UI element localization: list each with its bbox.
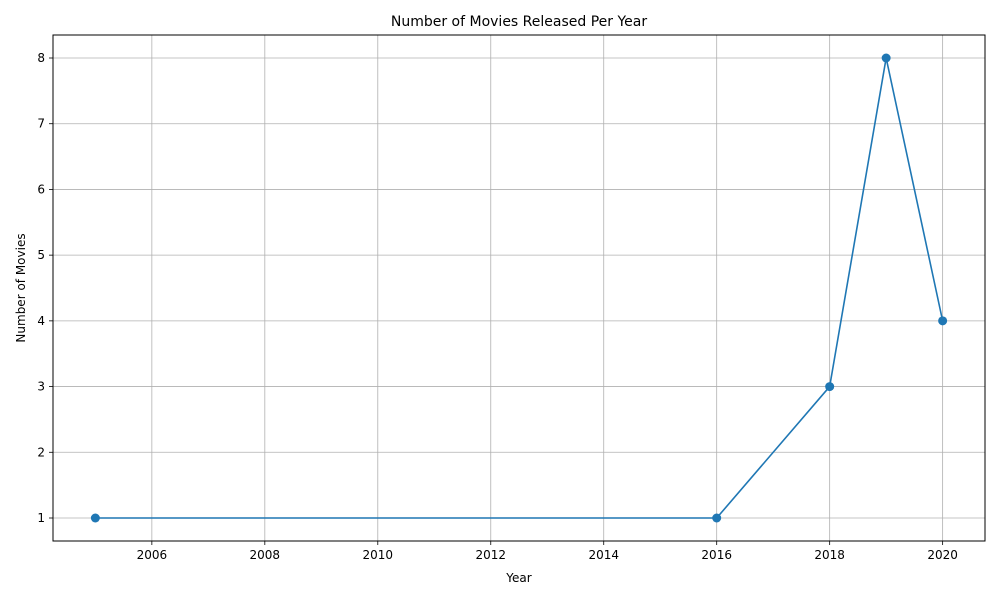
data-point	[825, 382, 835, 392]
data-point	[90, 513, 100, 523]
series-line	[95, 57, 944, 519]
data-point	[881, 53, 891, 63]
x-tick-label: 2006	[137, 548, 168, 562]
plot-frame	[52, 34, 986, 542]
data-point	[712, 513, 722, 523]
y-axis-ticks: 1 2 3 4 5 6 7 8	[37, 51, 53, 525]
x-tick-label: 2020	[927, 548, 958, 562]
x-tick-label: 2014	[588, 548, 619, 562]
x-tick-label: 2018	[814, 548, 845, 562]
y-tick-label: 5	[37, 248, 45, 262]
y-tick-label: 2	[37, 445, 45, 459]
x-tick-label: 2008	[250, 548, 281, 562]
chart-title: Number of Movies Released Per Year	[391, 14, 647, 30]
x-tick-label: 2012	[475, 548, 506, 562]
x-tick-label: 2016	[701, 548, 732, 562]
y-tick-label: 1	[37, 511, 45, 525]
y-tick-label: 3	[37, 380, 45, 394]
data-point	[938, 316, 948, 326]
y-axis-label: Number of Movies	[14, 233, 28, 342]
series-layer	[90, 53, 948, 523]
x-axis-label: Year	[505, 571, 531, 585]
y-tick-label: 7	[37, 117, 45, 131]
grid-lines	[53, 35, 985, 541]
x-axis-ticks: 2006 2008 2010 2012 2014 2016 2018 2020	[137, 541, 958, 562]
x-tick-label: 2010	[363, 548, 394, 562]
y-tick-label: 6	[37, 182, 45, 196]
y-tick-label: 4	[37, 314, 45, 328]
y-tick-label: 8	[37, 51, 45, 65]
